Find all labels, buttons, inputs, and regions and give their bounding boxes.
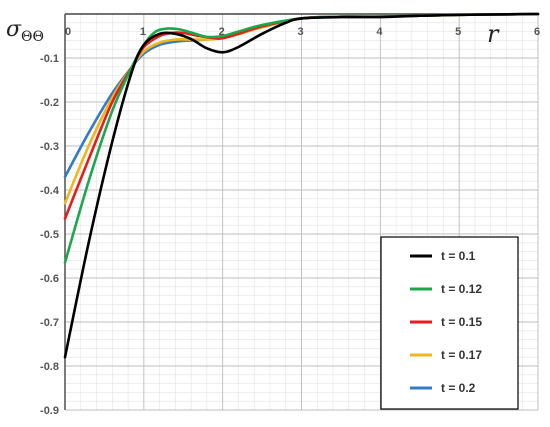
legend-label: t = 0.12 bbox=[441, 282, 482, 296]
legend-label: t = 0.15 bbox=[441, 315, 482, 329]
legend-label: t = 0.1 bbox=[441, 249, 476, 263]
y-tick-label: -0.1 bbox=[40, 53, 59, 65]
y-tick-label: -0.4 bbox=[40, 185, 60, 197]
legend-box bbox=[380, 236, 519, 410]
x-tick-label: 1 bbox=[140, 26, 146, 38]
y-axis-title: σΘΘ bbox=[6, 17, 44, 45]
x-tick-label: 4 bbox=[376, 26, 383, 38]
legend: t = 0.1 t = 0.12 t = 0.15 t = 0.17 t = 0.2 bbox=[380, 236, 519, 410]
y-tick-label: -0.5 bbox=[40, 229, 59, 241]
y-tick-label: -0.8 bbox=[40, 361, 59, 373]
x-tick-label: 0 bbox=[65, 26, 71, 38]
x-tick-label: 3 bbox=[298, 26, 304, 38]
y-axis-title-sub: ΘΘ bbox=[21, 29, 44, 45]
series-line bbox=[63, 12, 540, 359]
y-tick-label: -0.7 bbox=[40, 317, 59, 329]
x-axis-title: r bbox=[487, 20, 500, 48]
legend-label: t = 0.17 bbox=[441, 348, 482, 362]
x-tick-label: 2 bbox=[219, 26, 225, 38]
y-tick-label: -0.6 bbox=[40, 273, 59, 285]
y-tick-label: -0.3 bbox=[40, 141, 59, 153]
y-tick-label: -0.2 bbox=[40, 97, 59, 109]
legend-label: t = 0.2 bbox=[441, 381, 476, 395]
y-axis-title-main: σ bbox=[6, 17, 22, 42]
x-tick-label: 6 bbox=[534, 26, 540, 38]
series-lines bbox=[63, 12, 540, 359]
x-tick-label: 5 bbox=[455, 26, 461, 38]
tick-labels: 0 1 2 3 4 5 6 -0.1 -0.2 -0.3 -0.4 -0.5 -0.6 -0.7 -0.8 -… bbox=[40, 26, 540, 417]
y-tick-label: -0.9 bbox=[40, 405, 59, 417]
